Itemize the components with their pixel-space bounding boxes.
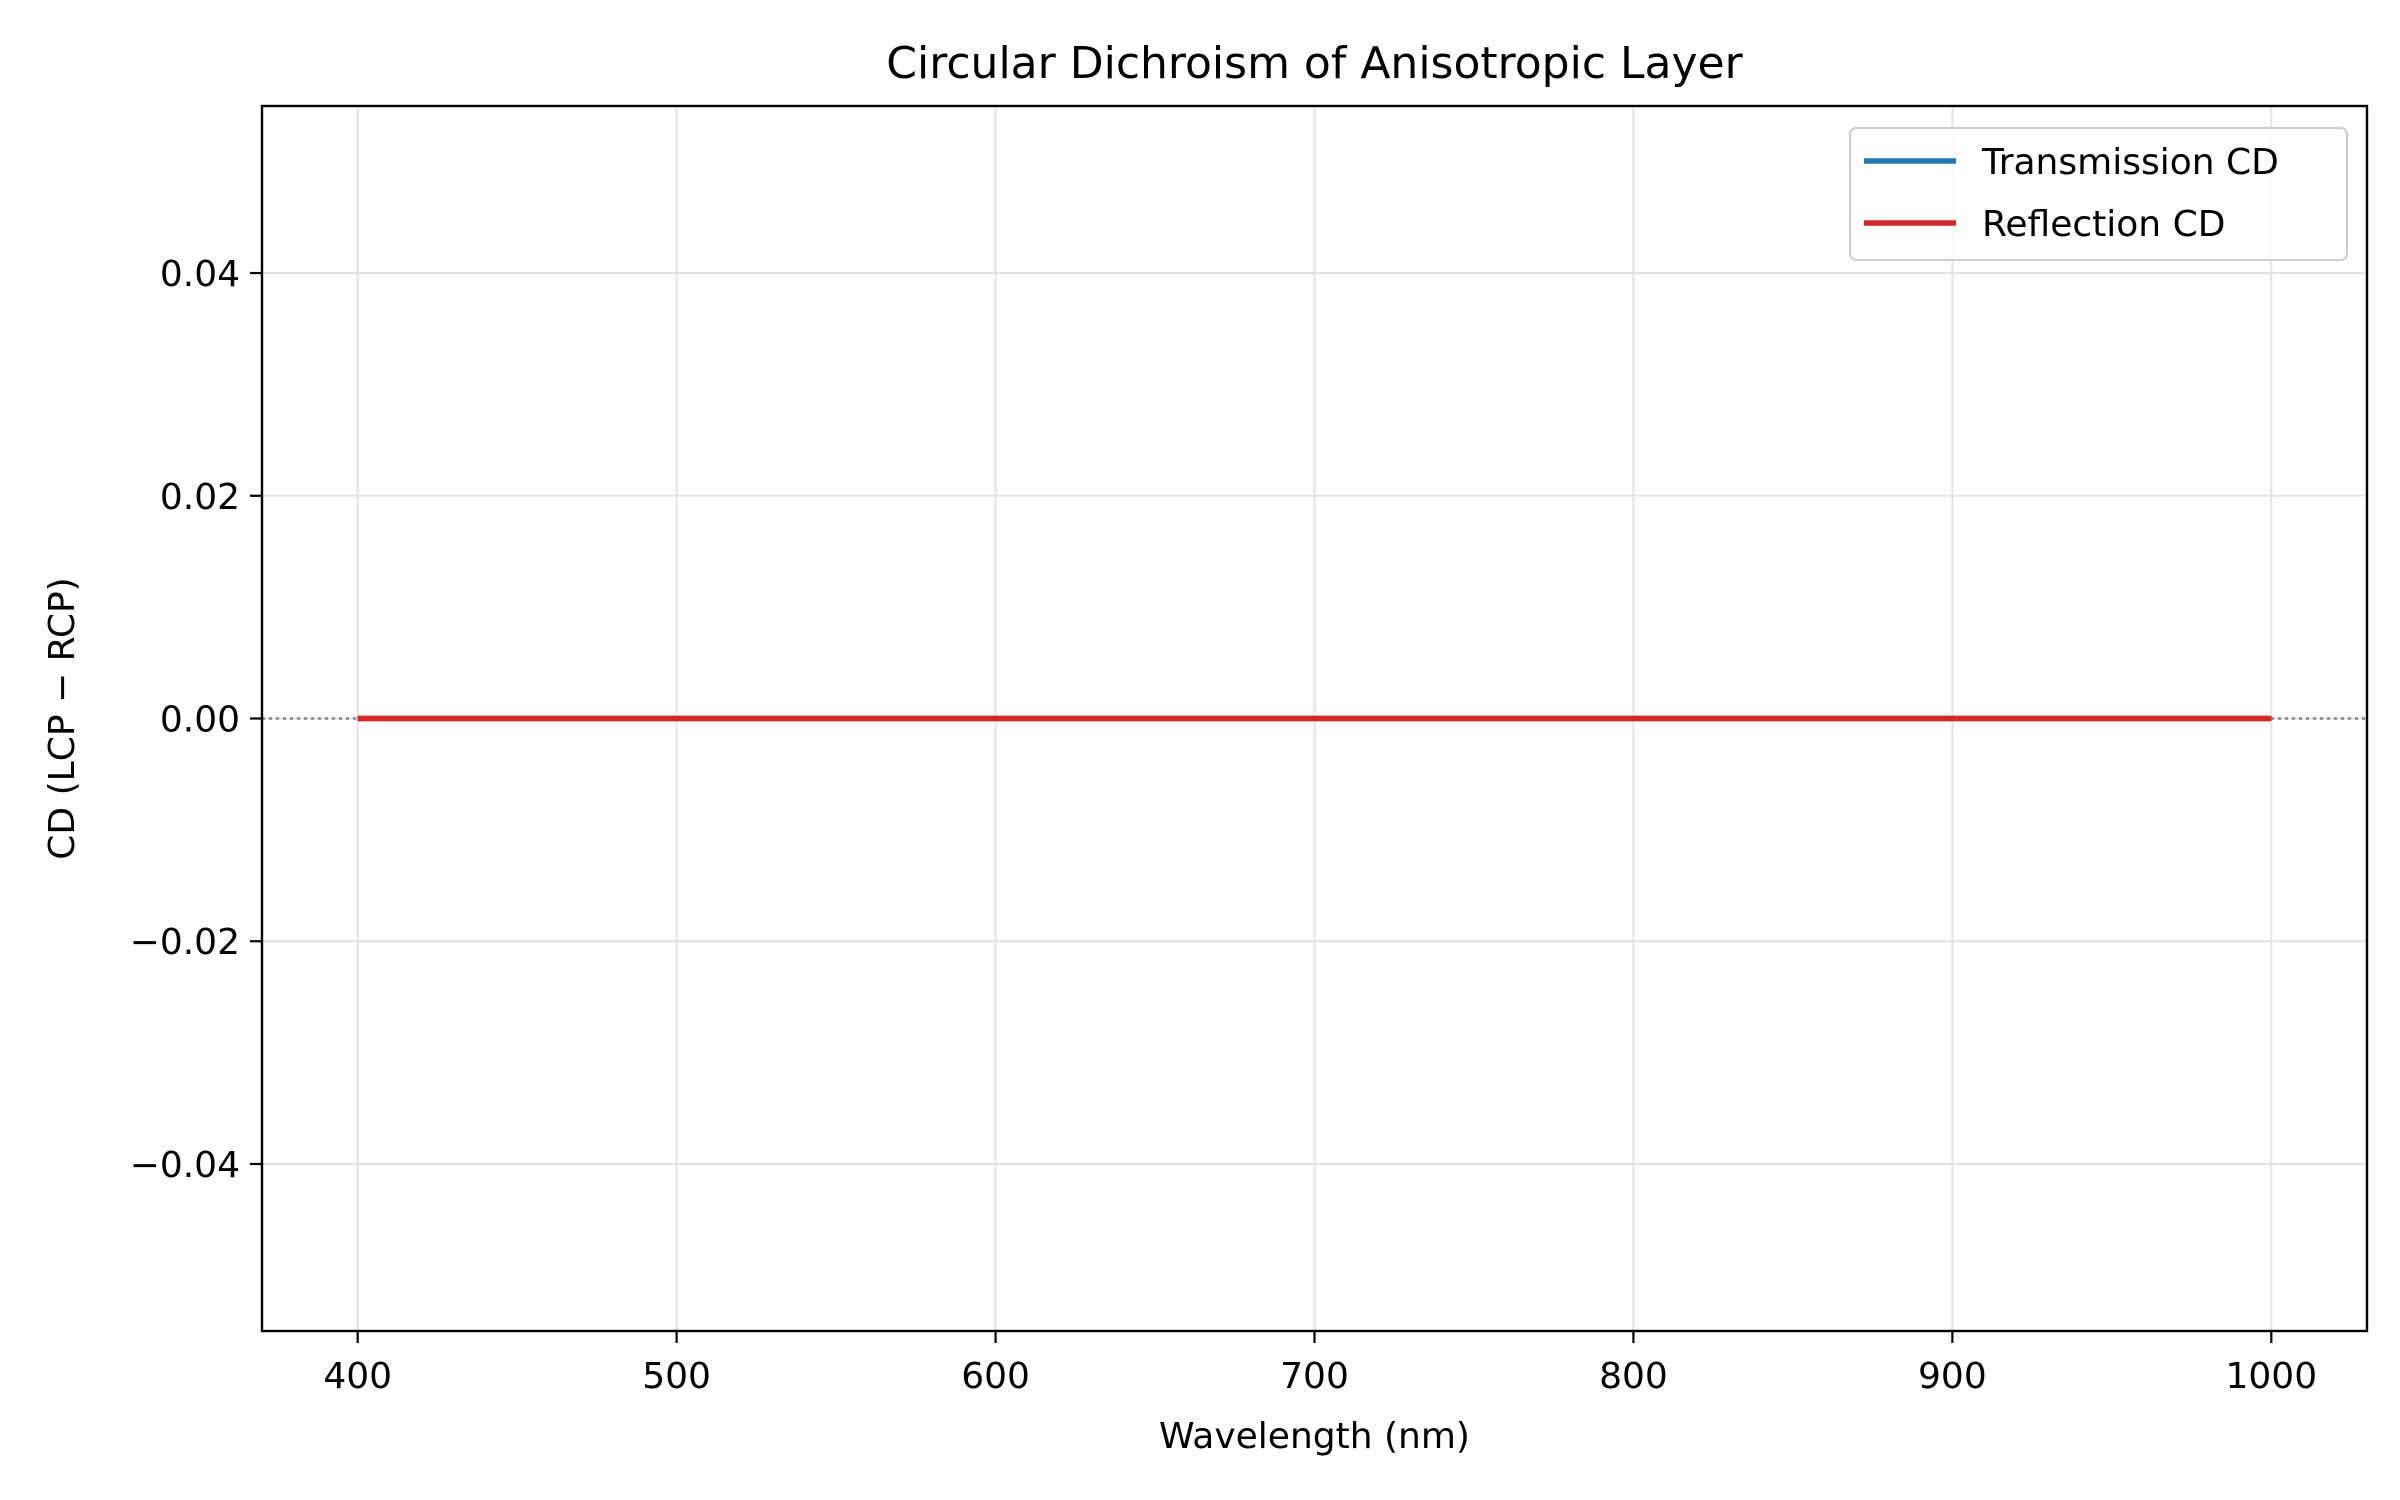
x-axis-label: Wavelength (nm) <box>1159 1416 1470 1457</box>
chart-title: Circular Dichroism of Anisotropic Layer <box>886 38 1743 89</box>
y-tick-label: 0.02 <box>160 477 240 518</box>
y-tick-label: 0.00 <box>160 700 240 741</box>
legend-box <box>1849 127 2348 261</box>
x-tick-label: 400 <box>323 1356 392 1397</box>
legend: Transmission CD Reflection CD <box>1849 127 2348 261</box>
y-tick-label: 0.04 <box>160 254 240 295</box>
legend-label-2: Reflection CD <box>1982 204 2225 245</box>
y-axis-label: CD (LCP − RCP) <box>42 577 83 859</box>
x-tick-label: 700 <box>1280 1356 1349 1397</box>
x-tick-label: 800 <box>1599 1356 1668 1397</box>
x-tick-label: 900 <box>1918 1356 1987 1397</box>
y-tick-label: −0.02 <box>130 922 240 963</box>
x-axis-ticks: 400 500 600 700 800 900 1000 <box>323 1331 2317 1397</box>
y-axis-ticks: −0.04 −0.02 0.00 0.02 0.04 <box>130 254 262 1186</box>
x-tick-label: 1000 <box>2226 1356 2318 1397</box>
x-tick-label: 600 <box>961 1356 1030 1397</box>
x-tick-label: 500 <box>642 1356 711 1397</box>
legend-label-1: Transmission CD <box>1981 142 2279 183</box>
y-tick-label: −0.04 <box>130 1145 240 1186</box>
